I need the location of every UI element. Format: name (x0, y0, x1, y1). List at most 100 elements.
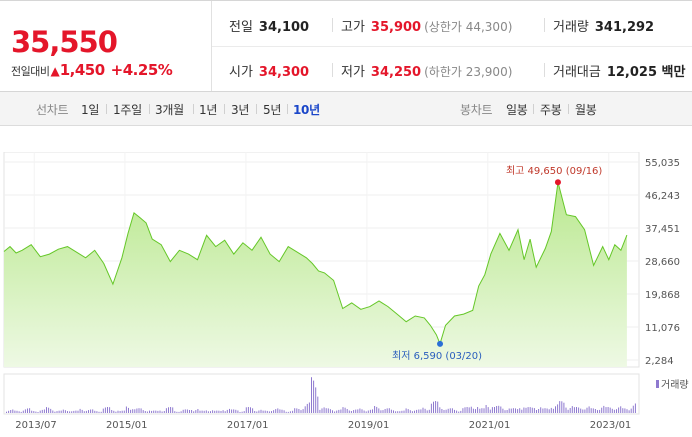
volume-bar (555, 406, 556, 413)
volume-bar (350, 411, 352, 413)
tab-daily[interactable]: 일봉 (506, 103, 528, 117)
volume-bar (616, 409, 617, 413)
tab-monthly[interactable]: 월봉 (575, 103, 597, 117)
volume-bar (224, 411, 226, 413)
volume-bar (81, 409, 83, 413)
volume-bar (239, 412, 241, 413)
volume-bar (540, 407, 542, 413)
change-row: 전일대비▲1,450 +4.25% (11, 61, 173, 79)
tab-weekly[interactable]: 주봉 (540, 103, 562, 117)
volume-bar (294, 408, 296, 413)
volume-bar (218, 410, 220, 413)
volume-bar (573, 407, 575, 413)
volume-bar (401, 410, 403, 413)
y-tick-label: 11,076 (645, 323, 680, 334)
tab-1day[interactable]: 1일 (81, 103, 100, 117)
volume-bar (128, 407, 129, 413)
volume-bar (121, 410, 123, 413)
divider (287, 104, 288, 114)
volume-bar (605, 407, 607, 413)
volume-bar (353, 410, 355, 413)
volume-bar (180, 411, 182, 413)
volume-bar (378, 408, 380, 413)
volume-bar (515, 408, 516, 413)
volume-bar (170, 407, 172, 413)
candle-chart-label: 봉차트 (460, 103, 493, 117)
volume-bar (115, 411, 117, 413)
volume-bar (24, 409, 26, 413)
volume-bar (37, 412, 39, 413)
volume-bar (250, 407, 251, 413)
volume-bar (498, 405, 500, 413)
volume-legend: 거래량 (656, 379, 689, 391)
volume-bar (376, 406, 378, 413)
volume-bar (489, 409, 491, 413)
volume-bar (35, 411, 37, 413)
divider (568, 104, 569, 114)
volume-bar (159, 410, 161, 413)
divider (106, 104, 107, 114)
change-label: 전일대비 (11, 65, 50, 78)
tab-10year[interactable]: 10년 (293, 103, 320, 117)
volume-bar (502, 408, 504, 413)
volume-bar (235, 409, 237, 413)
price-box: 35,550 전일대비▲1,450 +4.25% (0, 1, 212, 91)
divider (149, 104, 150, 114)
volume-bar (508, 408, 510, 413)
volume-bar (624, 408, 626, 413)
volume-bar (567, 409, 569, 413)
volume-bar (456, 410, 458, 413)
volume-bar (411, 411, 413, 413)
volume-bar (16, 410, 18, 413)
tab-1year[interactable]: 1년 (199, 103, 218, 117)
volume-bar (458, 411, 460, 413)
volume-bar (88, 410, 89, 413)
tab-3month[interactable]: 3개월 (155, 103, 184, 117)
volume-bar (172, 407, 174, 413)
volume-bar (582, 409, 584, 413)
tab-3year[interactable]: 3년 (231, 103, 250, 117)
volume-bar (494, 407, 495, 413)
volume-bar (216, 410, 218, 413)
tab-1week[interactable]: 1주일 (113, 103, 142, 117)
line-chart-label: 선차트 (36, 103, 69, 117)
volume-bar (336, 410, 338, 413)
volume-bar (611, 408, 613, 413)
x-tick-label: 2013/07 (15, 420, 57, 431)
volume-bar (559, 401, 561, 413)
stat-value: 35,900 (370, 20, 422, 35)
stat-label: 거래량 (553, 20, 589, 35)
volume-bar (557, 404, 559, 413)
volume-bar (237, 410, 239, 413)
volume-bar (256, 411, 258, 413)
volume-bar (296, 408, 298, 413)
stat-sub: (하한가 23,900) (424, 65, 513, 79)
x-tick-label: 2023/01 (590, 420, 632, 431)
volume-bar (205, 410, 207, 413)
volume-bar (626, 409, 628, 413)
stat-high: 고가 35,900 (상한가 44,300) (341, 16, 512, 35)
volume-bar (113, 410, 115, 413)
volume-bar (79, 408, 81, 413)
x-tick-label: 2017/01 (227, 420, 269, 431)
volume-bar (580, 408, 582, 413)
volume-bar (111, 410, 113, 413)
volume-bar (327, 408, 329, 413)
volume-bar (247, 407, 249, 413)
volume-bar (191, 410, 193, 413)
volume-bar (18, 411, 20, 413)
tab-5year[interactable]: 5년 (263, 103, 282, 117)
volume-bar (454, 409, 455, 413)
volume-bar (536, 410, 537, 413)
volume-bar (422, 407, 424, 413)
divider (544, 18, 545, 32)
volume-bar (277, 408, 279, 413)
volume-bar (334, 411, 336, 413)
volume-bar (186, 409, 188, 413)
volume-bar (279, 409, 281, 413)
extreme-markers: 최고 49,650 (09/16) 최저 6,590 (03/20) (392, 165, 602, 362)
volume-bar (258, 410, 260, 413)
volume-bar (212, 410, 214, 413)
volume-bar (599, 409, 601, 413)
volume-bar (441, 409, 443, 413)
